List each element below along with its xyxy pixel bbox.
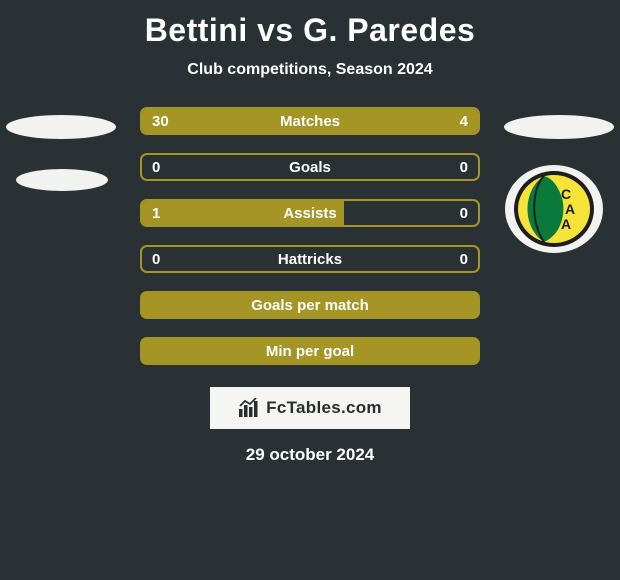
compare-bar: Goals0 0 [140,153,480,181]
player-badge-placeholder [504,115,614,139]
bar-label: Min per goal [142,343,478,360]
bar-label: Matches [142,113,478,130]
compare-bar: Min per goal [140,337,480,365]
bar-label: Assists [142,205,478,222]
bar-value-right: 0 [460,205,468,222]
svg-text:A: A [565,201,575,217]
player-badge-placeholder [16,169,108,191]
bar-value-left: 0 [152,159,160,176]
bar-value-right: 4 [460,113,468,130]
right-player-badges: C A A [504,107,620,254]
svg-text:C: C [561,186,571,202]
chart-icon [238,398,260,418]
bar-value-left: 30 [152,113,169,130]
player-badge-placeholder [6,115,116,139]
bar-label: Goals per match [142,297,478,314]
compare-bars: Matches304Goals00Assists10Hattricks00Goa… [140,107,480,365]
compare-bar: Matches30 4 [140,107,480,135]
compare-bar: Goals per match [140,291,480,319]
bar-value-left: 1 [152,205,160,222]
svg-text:A: A [561,216,571,232]
bar-value-right: 0 [460,159,468,176]
bar-label: Goals [142,159,478,176]
bar-value-right: 0 [460,251,468,268]
compare-bar: Assists1 0 [140,199,480,227]
compare-arena: C A A Matches304Goals00Assists10Hattrick… [0,107,620,365]
bar-label: Hattricks [142,251,478,268]
report-date: 29 october 2024 [246,445,375,465]
compare-bar: Hattricks0 0 [140,245,480,273]
page-title: Bettini vs G. Paredes [145,12,476,49]
bar-value-left: 0 [152,251,160,268]
page-subtitle: Club competitions, Season 2024 [187,61,432,79]
club-logo: C A A [504,164,604,254]
fctables-brand-badge[interactable]: FcTables.com [210,387,410,429]
left-player-badges [0,107,116,191]
brand-text: FcTables.com [266,398,382,418]
